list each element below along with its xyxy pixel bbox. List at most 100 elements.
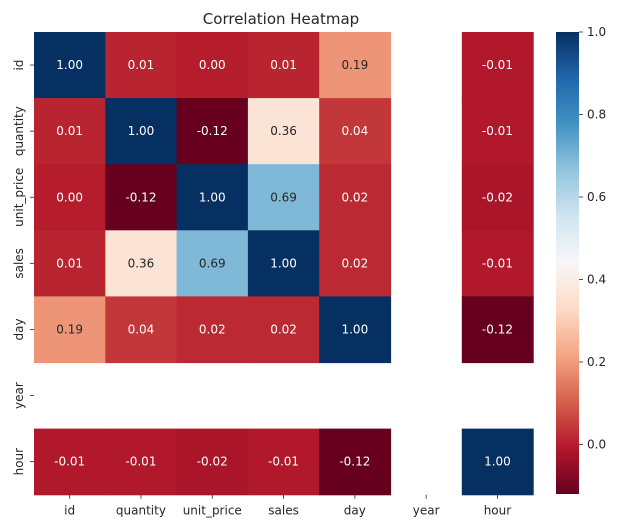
heatmap-cell-day-day <box>319 296 392 364</box>
heatmap-cell-hour-id <box>34 428 106 496</box>
cell-value-quantity-unit_price: -0.12 <box>197 124 228 138</box>
heatmap-cell-unit_price-quantity <box>105 164 178 231</box>
cell-value-unit_price-hour: -0.02 <box>482 190 513 204</box>
cell-value-sales-quantity: 0.36 <box>128 256 155 270</box>
heatmap-cell-unit_price-unit_price <box>176 164 249 231</box>
heatmap-cell-hour-day <box>319 428 392 496</box>
cell-value-unit_price-day: 0.02 <box>341 190 368 204</box>
cell-value-hour-quantity: -0.01 <box>125 455 156 469</box>
heatmap-cell-hour-unit_price <box>176 428 249 496</box>
cell-value-hour-sales: -0.01 <box>268 455 299 469</box>
y-tick-label-id: id <box>12 60 26 71</box>
y-tick-label-unit_price: unit_price <box>12 168 26 227</box>
cell-value-id-sales: 0.01 <box>270 58 297 72</box>
heatmap-cell-hour-quantity <box>105 428 178 496</box>
heatmap-cell-unit_price-day <box>319 164 392 231</box>
colorbar-tick-label: 1.0 <box>587 25 606 39</box>
heatmap-cell-id-hour <box>461 32 534 99</box>
y-tick-label-hour: hour <box>12 448 26 476</box>
cell-value-day-day: 1.00 <box>341 322 368 336</box>
heatmap-cell-day-id <box>34 296 106 364</box>
heatmap-cell-sales-id <box>34 230 106 297</box>
heatmap-cell-hour-hour <box>461 428 534 496</box>
x-tick-label-day: day <box>344 504 366 518</box>
cell-value-hour-unit_price: -0.02 <box>197 455 228 469</box>
cell-value-day-id: 0.19 <box>56 322 83 336</box>
x-tick-label-year: year <box>413 504 440 518</box>
y-tick-label-year: year <box>12 382 26 409</box>
colorbar-tick-label: 0.2 <box>587 355 606 369</box>
cell-value-day-unit_price: 0.02 <box>199 322 226 336</box>
x-tick-label-quantity: quantity <box>116 504 166 518</box>
heatmap-cells <box>34 32 534 496</box>
x-tick-label-sales: sales <box>268 504 299 518</box>
cell-value-id-id: 1.00 <box>56 58 83 72</box>
heatmap-cell-hour-sales <box>247 428 320 496</box>
heatmap-cell-unit_price-id <box>34 164 106 231</box>
cell-value-quantity-quantity: 1.00 <box>128 124 155 138</box>
heatmap-cell-day-sales <box>247 296 320 364</box>
cell-value-hour-day: -0.12 <box>339 455 370 469</box>
heatmap-cell-id-quantity <box>105 32 178 99</box>
colorbar-tick-label: 0.6 <box>587 190 606 204</box>
cell-value-sales-day: 0.02 <box>341 256 368 270</box>
cell-value-day-hour: -0.12 <box>482 322 513 336</box>
chart-title: Correlation Heatmap <box>203 10 359 28</box>
x-tick-label-id: id <box>64 504 75 518</box>
heatmap-cell-quantity-id <box>34 98 106 165</box>
cell-value-unit_price-quantity: -0.12 <box>125 190 156 204</box>
colorbar-gradient <box>556 32 579 494</box>
cell-value-sales-sales: 1.00 <box>270 256 297 270</box>
cell-value-unit_price-unit_price: 1.00 <box>199 190 226 204</box>
heatmap-cell-quantity-quantity <box>105 98 178 165</box>
y-tick-label-quantity: quantity <box>12 106 26 156</box>
cell-value-hour-hour: 1.00 <box>484 455 511 469</box>
heatmap-cell-sales-quantity <box>105 230 178 297</box>
heatmap-cell-id-sales <box>247 32 320 99</box>
cell-value-sales-id: 0.01 <box>56 256 83 270</box>
heatmap-cell-quantity-unit_price <box>176 98 249 165</box>
cell-value-quantity-day: 0.04 <box>341 124 368 138</box>
cell-value-sales-unit_price: 0.69 <box>199 256 226 270</box>
cell-value-day-sales: 0.02 <box>270 322 297 336</box>
y-tick-label-sales: sales <box>12 248 26 279</box>
cell-value-day-quantity: 0.04 <box>128 322 155 336</box>
x-tick-label-unit_price: unit_price <box>183 504 242 518</box>
heatmap-cell-quantity-day <box>319 98 392 165</box>
colorbar-tick-label: 0.4 <box>587 273 606 287</box>
x-axis-ticks: id quantity unit_price sales day year hour <box>64 494 512 518</box>
cell-value-id-unit_price: 0.00 <box>199 58 226 72</box>
heatmap-cell-sales-unit_price <box>176 230 249 297</box>
heatmap-cell-id-unit_price <box>176 32 249 99</box>
cell-value-sales-hour: -0.01 <box>482 256 513 270</box>
cell-value-quantity-sales: 0.36 <box>270 124 297 138</box>
heatmap-cell-quantity-hour <box>461 98 534 165</box>
x-tick-label-hour: hour <box>484 504 512 518</box>
cell-value-unit_price-sales: 0.69 <box>270 190 297 204</box>
heatmap-cell-day-quantity <box>105 296 178 364</box>
heatmap-cell-sales-hour <box>461 230 534 297</box>
cell-value-id-day: 0.19 <box>341 58 368 72</box>
cell-value-id-quantity: 0.01 <box>128 58 155 72</box>
heatmap-cell-id-id <box>34 32 106 99</box>
cell-value-unit_price-id: 0.00 <box>56 190 83 204</box>
heatmap-cell-day-hour <box>461 296 534 364</box>
heatmap-cell-sales-day <box>319 230 392 297</box>
heatmap-cell-unit_price-hour <box>461 164 534 231</box>
y-tick-label-day: day <box>12 318 26 340</box>
heatmap-cell-unit_price-sales <box>247 164 320 231</box>
colorbar: 0.0 0.2 0.4 0.6 0.8 1.0 <box>556 25 606 494</box>
heatmap-cell-sales-sales <box>247 230 320 297</box>
cell-value-hour-id: -0.01 <box>54 455 85 469</box>
heatmap-cell-quantity-sales <box>247 98 320 165</box>
cell-value-quantity-id: 0.01 <box>56 124 83 138</box>
heatmap-cell-id-day <box>319 32 392 99</box>
colorbar-tick-label: 0.8 <box>587 108 606 122</box>
cell-value-quantity-hour: -0.01 <box>482 124 513 138</box>
heatmap-cell-day-unit_price <box>176 296 249 364</box>
heatmap-cell-labels: 1.00 0.01 0.00 0.01 0.19 -0.01 0.01 1.00 -0.12 0.… <box>54 58 513 469</box>
colorbar-tick-label: 0.0 <box>587 438 606 452</box>
cell-value-id-hour: -0.01 <box>482 58 513 72</box>
